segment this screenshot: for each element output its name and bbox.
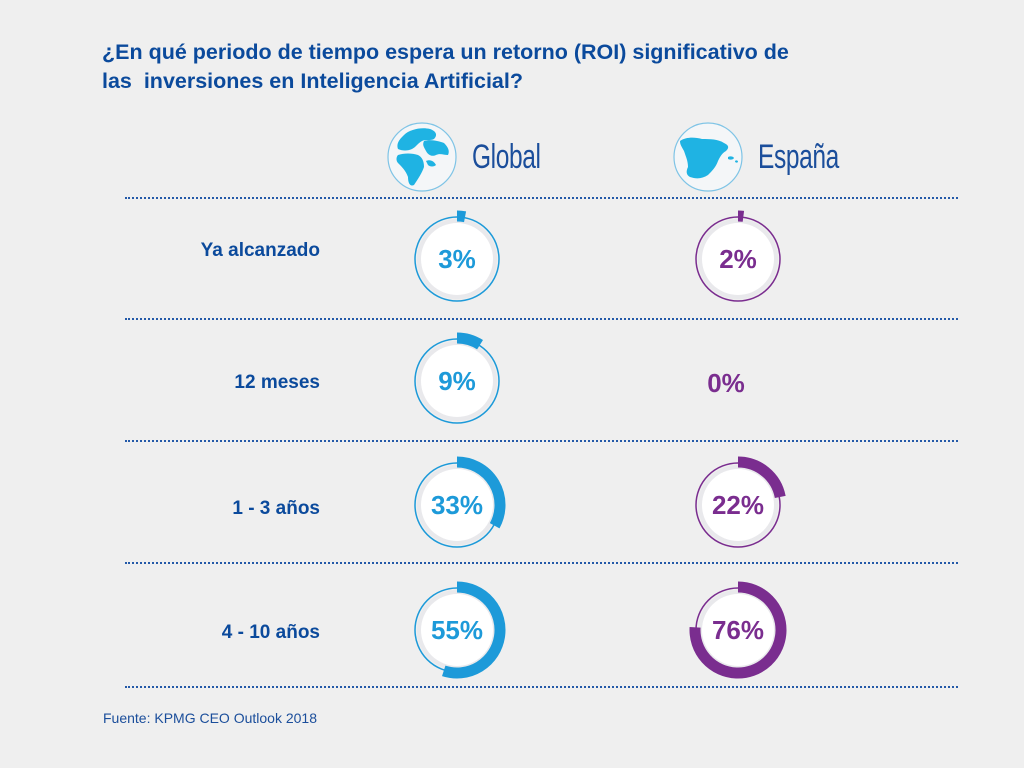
divider [125,197,958,199]
divider [125,440,958,442]
data-label: 2% [719,243,757,274]
row-label-4-10-anos: 4 - 10 años [221,622,320,643]
donut-value-arc [689,581,787,679]
donut-ring [414,216,500,302]
column-name-spain: España [758,137,839,176]
chart-title: ¿En qué periodo de tiempo espera un reto… [102,38,862,96]
data-label: 33% [430,489,484,520]
title-line-2: las inversiones en Inteligencia Artifici… [102,69,523,93]
donut-center [421,469,493,541]
data-label: 9% [438,365,476,396]
donut-value-arc [442,581,506,679]
donut-svg [695,456,786,548]
data-label: 55% [430,614,484,645]
donut-center [702,223,774,295]
donut-center [421,594,493,666]
donut-spain-1-3-anos: 22% [683,450,793,560]
donut-svg [414,456,506,548]
data-label: 3% [438,243,476,274]
donut-center [702,594,774,666]
donut-svg [414,581,506,679]
donut-value-arc [456,332,483,350]
donut-spain-4-10-anos: 76% [683,575,793,685]
donut-value-arc [456,210,467,223]
title-line-1: ¿En qué periodo de tiempo espera un reto… [102,40,789,64]
data-label: 22% [711,489,765,520]
donut-global-1-3-anos: 33% [402,450,512,560]
column-header-spain: España [672,122,870,192]
globe-icon [387,122,457,192]
data-label: 76% [711,614,765,645]
donut-center [421,345,493,417]
donut-value-arc [456,456,506,529]
divider [125,318,958,320]
donut-global-4-10-anos: 55% [402,575,512,685]
donut-svg [695,210,781,302]
donut-center [702,469,774,541]
donut-svg [414,332,500,424]
spain-map-icon [673,122,743,192]
column-header-global: Global [386,122,567,192]
row-label-1-3-anos: 1 - 3 años [232,498,320,519]
divider [125,562,958,564]
divider [125,686,958,688]
donut-global-12-meses: 9% [402,326,512,436]
data-label-spain-12-meses: 0% [707,368,745,398]
donut-svg [414,210,500,302]
donut-global-ya-alcanzado: 3% [402,204,512,314]
row-label-ya-alcanzado: Ya alcanzado [200,240,320,261]
donut-value-arc [737,456,786,499]
donut-spain-ya-alcanzado: 2% [683,204,793,314]
donut-svg [689,581,787,679]
donut-center [421,223,493,295]
column-name-global: Global [472,137,541,176]
source-note: Fuente: KPMG CEO Outlook 2018 [103,710,317,726]
row-label-12-meses: 12 meses [234,372,320,393]
